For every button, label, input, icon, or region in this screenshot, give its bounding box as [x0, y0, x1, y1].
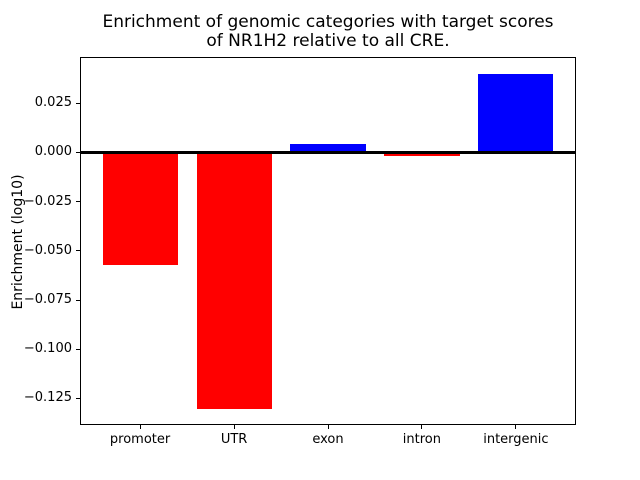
bar-intron	[384, 152, 460, 157]
x-tick-label-exon: exon	[312, 432, 344, 447]
y-tick-mark	[76, 201, 80, 203]
y-tick-mark	[76, 250, 80, 252]
y-tick-mark	[76, 348, 80, 350]
x-tick-mark	[515, 425, 517, 429]
y-tick-label: −0.050	[23, 242, 72, 258]
y-tick-label: 0.025	[34, 95, 72, 111]
y-tick-mark	[76, 299, 80, 301]
zero-line	[80, 150, 576, 154]
chart-title-line-2: of NR1H2 relative to all CRE.	[206, 31, 450, 51]
bar-intergenic	[478, 73, 554, 153]
y-tick-label: −0.125	[23, 390, 72, 406]
y-tick-label: −0.100	[23, 341, 72, 357]
x-tick-mark	[139, 425, 141, 429]
x-tick-label-UTR: UTR	[220, 432, 248, 447]
y-tick-label: −0.075	[23, 292, 72, 307]
y-tick-label: 0.000	[34, 144, 72, 160]
x-tick-mark	[421, 425, 423, 429]
chart-title-line-1: Enrichment of genomic categories with ta…	[102, 12, 554, 32]
y-tick-mark	[76, 397, 80, 399]
x-tick-mark	[233, 425, 235, 429]
bar-UTR	[196, 152, 272, 410]
bar-exon	[290, 143, 366, 153]
x-tick-label-intron: intron	[402, 432, 441, 447]
y-tick-label: −0.025	[23, 193, 72, 209]
y-tick-mark	[76, 151, 80, 153]
x-tick-label-intergenic: intergenic	[483, 432, 549, 447]
chart-title: Enrichment of genomic categories with ta…	[80, 13, 576, 51]
x-tick-label-promoter: promoter	[109, 432, 171, 447]
y-tick-mark	[76, 102, 80, 104]
x-tick-mark	[327, 425, 329, 429]
bar-promoter	[102, 152, 178, 265]
